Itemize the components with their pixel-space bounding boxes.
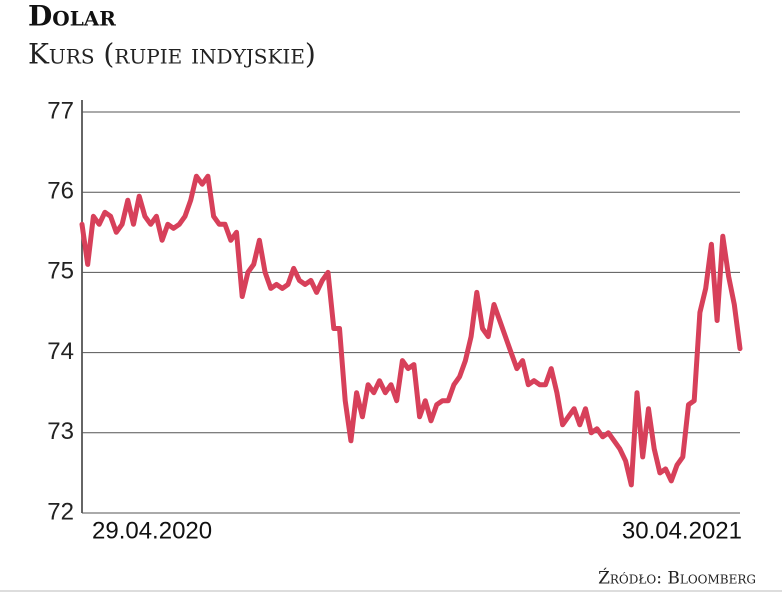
source-note: Źródło: Bloomberg: [598, 568, 756, 589]
data-line: [79, 173, 743, 488]
chart-subtitle: Kurs (rupie indyjskie): [28, 38, 316, 71]
x-tick-label: 29.04.2020: [92, 517, 212, 544]
y-tick-label: 75: [47, 258, 74, 285]
y-tick-label: 73: [47, 418, 74, 445]
y-tick-label: 74: [47, 338, 74, 365]
x-tick-label: 30.04.2021: [622, 517, 742, 544]
chart-title: Dolar: [28, 0, 116, 33]
y-tick-label: 72: [47, 498, 74, 525]
y-tick-label: 76: [47, 178, 74, 205]
y-tick-label: 77: [47, 97, 74, 124]
